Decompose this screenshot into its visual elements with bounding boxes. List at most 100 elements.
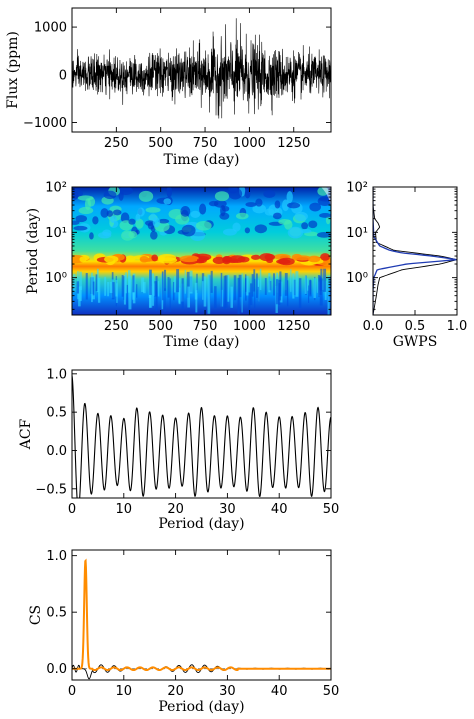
wavelet-streak bbox=[238, 274, 242, 298]
wavelet-streak bbox=[321, 280, 324, 290]
wavelet-blob bbox=[150, 231, 158, 240]
wavelet-blob bbox=[222, 228, 237, 236]
wavelet-streak bbox=[233, 275, 237, 301]
wavelet-streak bbox=[76, 281, 80, 294]
wavelet-hotspot bbox=[212, 256, 226, 265]
wavelet-streak bbox=[246, 275, 249, 296]
wavelet-streak bbox=[176, 269, 180, 293]
wavelet-blob bbox=[128, 231, 138, 239]
wavelet-blob bbox=[190, 210, 201, 218]
wavelet-streak bbox=[132, 275, 135, 293]
wavelet-blob bbox=[325, 215, 331, 225]
wavelet-blob bbox=[286, 191, 293, 204]
wavelet-blob bbox=[319, 212, 331, 218]
wavelet-streak bbox=[220, 272, 223, 307]
wavelet-blob bbox=[128, 218, 136, 225]
wavelet-streak bbox=[111, 282, 115, 300]
wavelet-streak bbox=[115, 279, 118, 297]
wavelet-hotspot bbox=[223, 256, 233, 262]
wavelet-streak bbox=[107, 282, 109, 297]
wavelet-streak bbox=[169, 278, 171, 313]
wavelet-streak bbox=[207, 274, 211, 314]
wavelet-streak bbox=[319, 278, 323, 306]
wavelet-streak bbox=[136, 284, 138, 298]
wavelet-streak bbox=[284, 273, 288, 296]
wavelet-xtick-label: 1250 bbox=[277, 319, 310, 334]
wavelet-streak bbox=[268, 273, 271, 293]
lightcurve-xtick-label: 750 bbox=[193, 136, 218, 151]
gwps-xtick-label: 1.0 bbox=[447, 319, 468, 334]
wavelet-hotspot bbox=[125, 255, 136, 262]
wavelet-streak bbox=[181, 278, 184, 309]
wavelet-streak bbox=[164, 288, 166, 312]
wavelet-hotspot bbox=[196, 257, 207, 264]
wavelet-blob bbox=[245, 202, 257, 208]
wavelet-streak bbox=[210, 270, 213, 293]
wavelet-streak bbox=[143, 281, 146, 294]
wavelet-streak bbox=[109, 281, 113, 293]
wavelet-streak bbox=[184, 269, 186, 294]
wavelet-streak bbox=[104, 276, 107, 296]
wavelet-blob bbox=[100, 208, 109, 218]
wavelet-blob bbox=[102, 229, 112, 237]
wavelet-streak bbox=[141, 277, 145, 293]
gwps-frame bbox=[372, 186, 458, 316]
wavelet-blob bbox=[278, 219, 292, 225]
wavelet-hotspot bbox=[229, 255, 246, 263]
wavelet-x-ticks: 250 500 750 1000 1250 bbox=[104, 187, 310, 334]
lightcurve-ylabel: Flux (ppm) bbox=[5, 31, 21, 109]
wavelet-streak bbox=[323, 268, 327, 292]
wavelet-streak bbox=[290, 269, 292, 292]
wavelet-streak bbox=[241, 273, 243, 313]
cs-frame bbox=[71, 549, 332, 681]
acf-xtick-label: 10 bbox=[116, 502, 133, 517]
wavelet-panel: 250 500 750 1000 1250 10⁰ 10¹ 10² Time (day) P… bbox=[25, 181, 332, 350]
wavelet-blob bbox=[274, 200, 281, 209]
wavelet-streak bbox=[125, 272, 127, 294]
cs-panel: 0 10 20 30 40 50 0.0 0.5 1.0 Period (day) CS bbox=[28, 549, 339, 715]
wavelet-blob bbox=[175, 214, 190, 225]
wavelet-blob bbox=[236, 212, 249, 220]
wavelet-hotspot bbox=[293, 255, 311, 261]
gwps-series bbox=[373, 187, 457, 315]
wavelet-streak bbox=[173, 281, 175, 301]
cs-ytick-label: 0.5 bbox=[46, 606, 67, 621]
wavelet-streak bbox=[250, 283, 253, 306]
wavelet-blob bbox=[112, 209, 122, 216]
gwps-xtick-label: 0.0 bbox=[363, 319, 384, 334]
wavelet-hotspot bbox=[79, 256, 87, 263]
wavelet-hotspot bbox=[251, 254, 261, 260]
cs-xtick-label: 20 bbox=[167, 684, 184, 699]
wavelet-blob bbox=[75, 215, 88, 223]
wavelet-streak bbox=[92, 281, 95, 296]
acf-xtick-label: 50 bbox=[323, 502, 340, 517]
wavelet-y-ticks: 10⁰ 10¹ 10² bbox=[45, 181, 331, 310]
acf-ytick-label: 0.5 bbox=[46, 406, 67, 421]
wavelet-hotspot bbox=[320, 253, 331, 261]
wavelet-streak bbox=[189, 270, 193, 294]
wavelet-streak bbox=[316, 278, 318, 293]
wavelet-blob bbox=[73, 225, 88, 231]
wavelet-blob bbox=[263, 190, 276, 198]
wavelet-blob bbox=[301, 222, 309, 230]
lightcurve-xtick-label: 500 bbox=[148, 136, 173, 151]
wavelet-blob bbox=[72, 220, 80, 225]
wavelet-streak bbox=[237, 277, 240, 314]
wavelet-streak bbox=[251, 274, 254, 297]
wavelet-streak bbox=[224, 275, 228, 308]
wavelet-streak bbox=[307, 278, 309, 291]
acf-xtick-label: 0 bbox=[68, 502, 76, 517]
lightcurve-x-ticks: 250 500 750 1000 1250 bbox=[104, 8, 310, 151]
wavelet-streak bbox=[298, 278, 302, 308]
wavelet-xtick-label: 250 bbox=[104, 319, 129, 334]
wavelet-blob bbox=[135, 218, 144, 229]
wavelet-streak bbox=[304, 275, 307, 294]
wavelet-streak bbox=[161, 271, 164, 301]
wavelet-streak bbox=[153, 283, 156, 296]
wavelet-streak bbox=[230, 286, 234, 308]
cs-x-ticks: 0 10 20 30 40 50 bbox=[68, 550, 339, 699]
wavelet-blob bbox=[272, 212, 282, 220]
acf-y-ticks: −0.5 0.0 0.5 1.0 bbox=[35, 367, 331, 497]
wavelet-blob bbox=[195, 220, 212, 231]
wavelet-blob bbox=[199, 203, 207, 215]
